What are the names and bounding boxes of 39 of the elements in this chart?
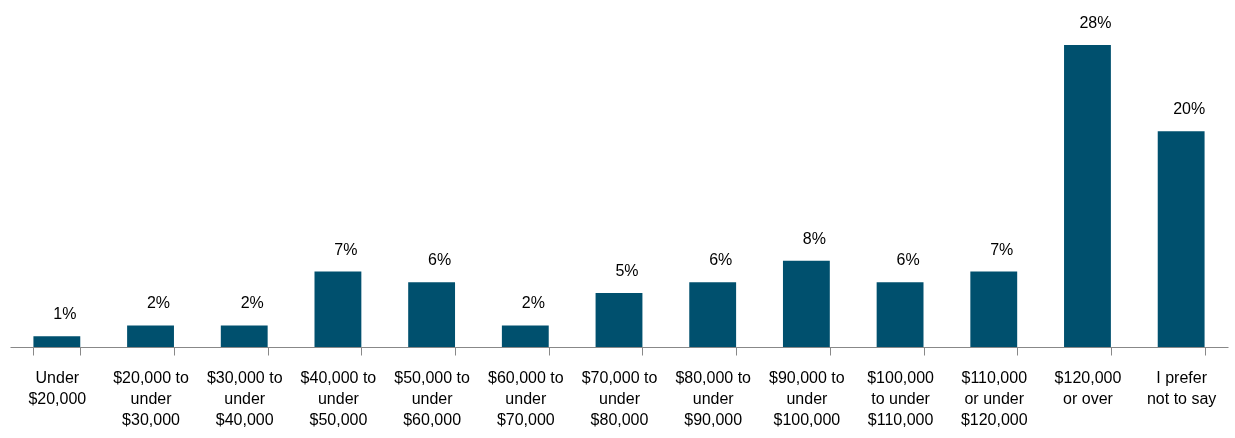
bar bbox=[33, 336, 81, 347]
data-label: 8% bbox=[802, 229, 826, 247]
bar bbox=[408, 282, 456, 347]
x-tick-label: $50,000 to under $60,000 bbox=[394, 368, 471, 428]
bar bbox=[501, 325, 549, 347]
bar bbox=[595, 293, 643, 347]
x-tick-label: $80,000 to under $90,000 bbox=[675, 368, 752, 428]
data-label: 6% bbox=[896, 251, 920, 269]
x-tick-label: I prefer not to say bbox=[1146, 368, 1217, 407]
bar bbox=[314, 271, 362, 347]
data-label: 7% bbox=[334, 240, 358, 258]
data-label: 6% bbox=[428, 251, 452, 269]
data-label: 7% bbox=[990, 240, 1014, 258]
x-tick-label: $40,000 to under $50,000 bbox=[300, 368, 377, 428]
x-tick-label: Under $20,000 bbox=[28, 368, 87, 407]
data-label: 28% bbox=[1079, 14, 1112, 31]
data-label: 2% bbox=[240, 294, 264, 312]
bar bbox=[127, 325, 174, 347]
x-tick-label: $70,000 to under $80,000 bbox=[581, 368, 658, 428]
x-tick-label: $100,000 to under $110,000 bbox=[867, 368, 935, 428]
data-label: 6% bbox=[709, 251, 733, 269]
data-label: 1% bbox=[53, 305, 77, 323]
bar bbox=[876, 282, 924, 347]
bar bbox=[970, 271, 1018, 347]
x-tick-label: $20,000 to under $30,000 bbox=[113, 368, 189, 428]
data-label: 5% bbox=[615, 262, 639, 280]
bar bbox=[689, 282, 737, 347]
x-tick-label: $30,000 to under $40,000 bbox=[206, 368, 283, 428]
x-tick-label: $60,000 to under $70,000 bbox=[488, 368, 564, 428]
data-label: 2% bbox=[521, 294, 545, 312]
data-label: 20% bbox=[1173, 100, 1206, 118]
data-label: 2% bbox=[146, 294, 171, 312]
x-tick-label: $90,000 to under $100,000 bbox=[769, 368, 845, 428]
bar bbox=[1064, 45, 1111, 347]
bar bbox=[1157, 131, 1205, 347]
bar bbox=[220, 325, 268, 347]
x-tick-label: $120,000 or over bbox=[1054, 368, 1122, 407]
x-tick-label: $110,000 or under $120,000 bbox=[960, 368, 1028, 428]
bar bbox=[782, 260, 830, 347]
